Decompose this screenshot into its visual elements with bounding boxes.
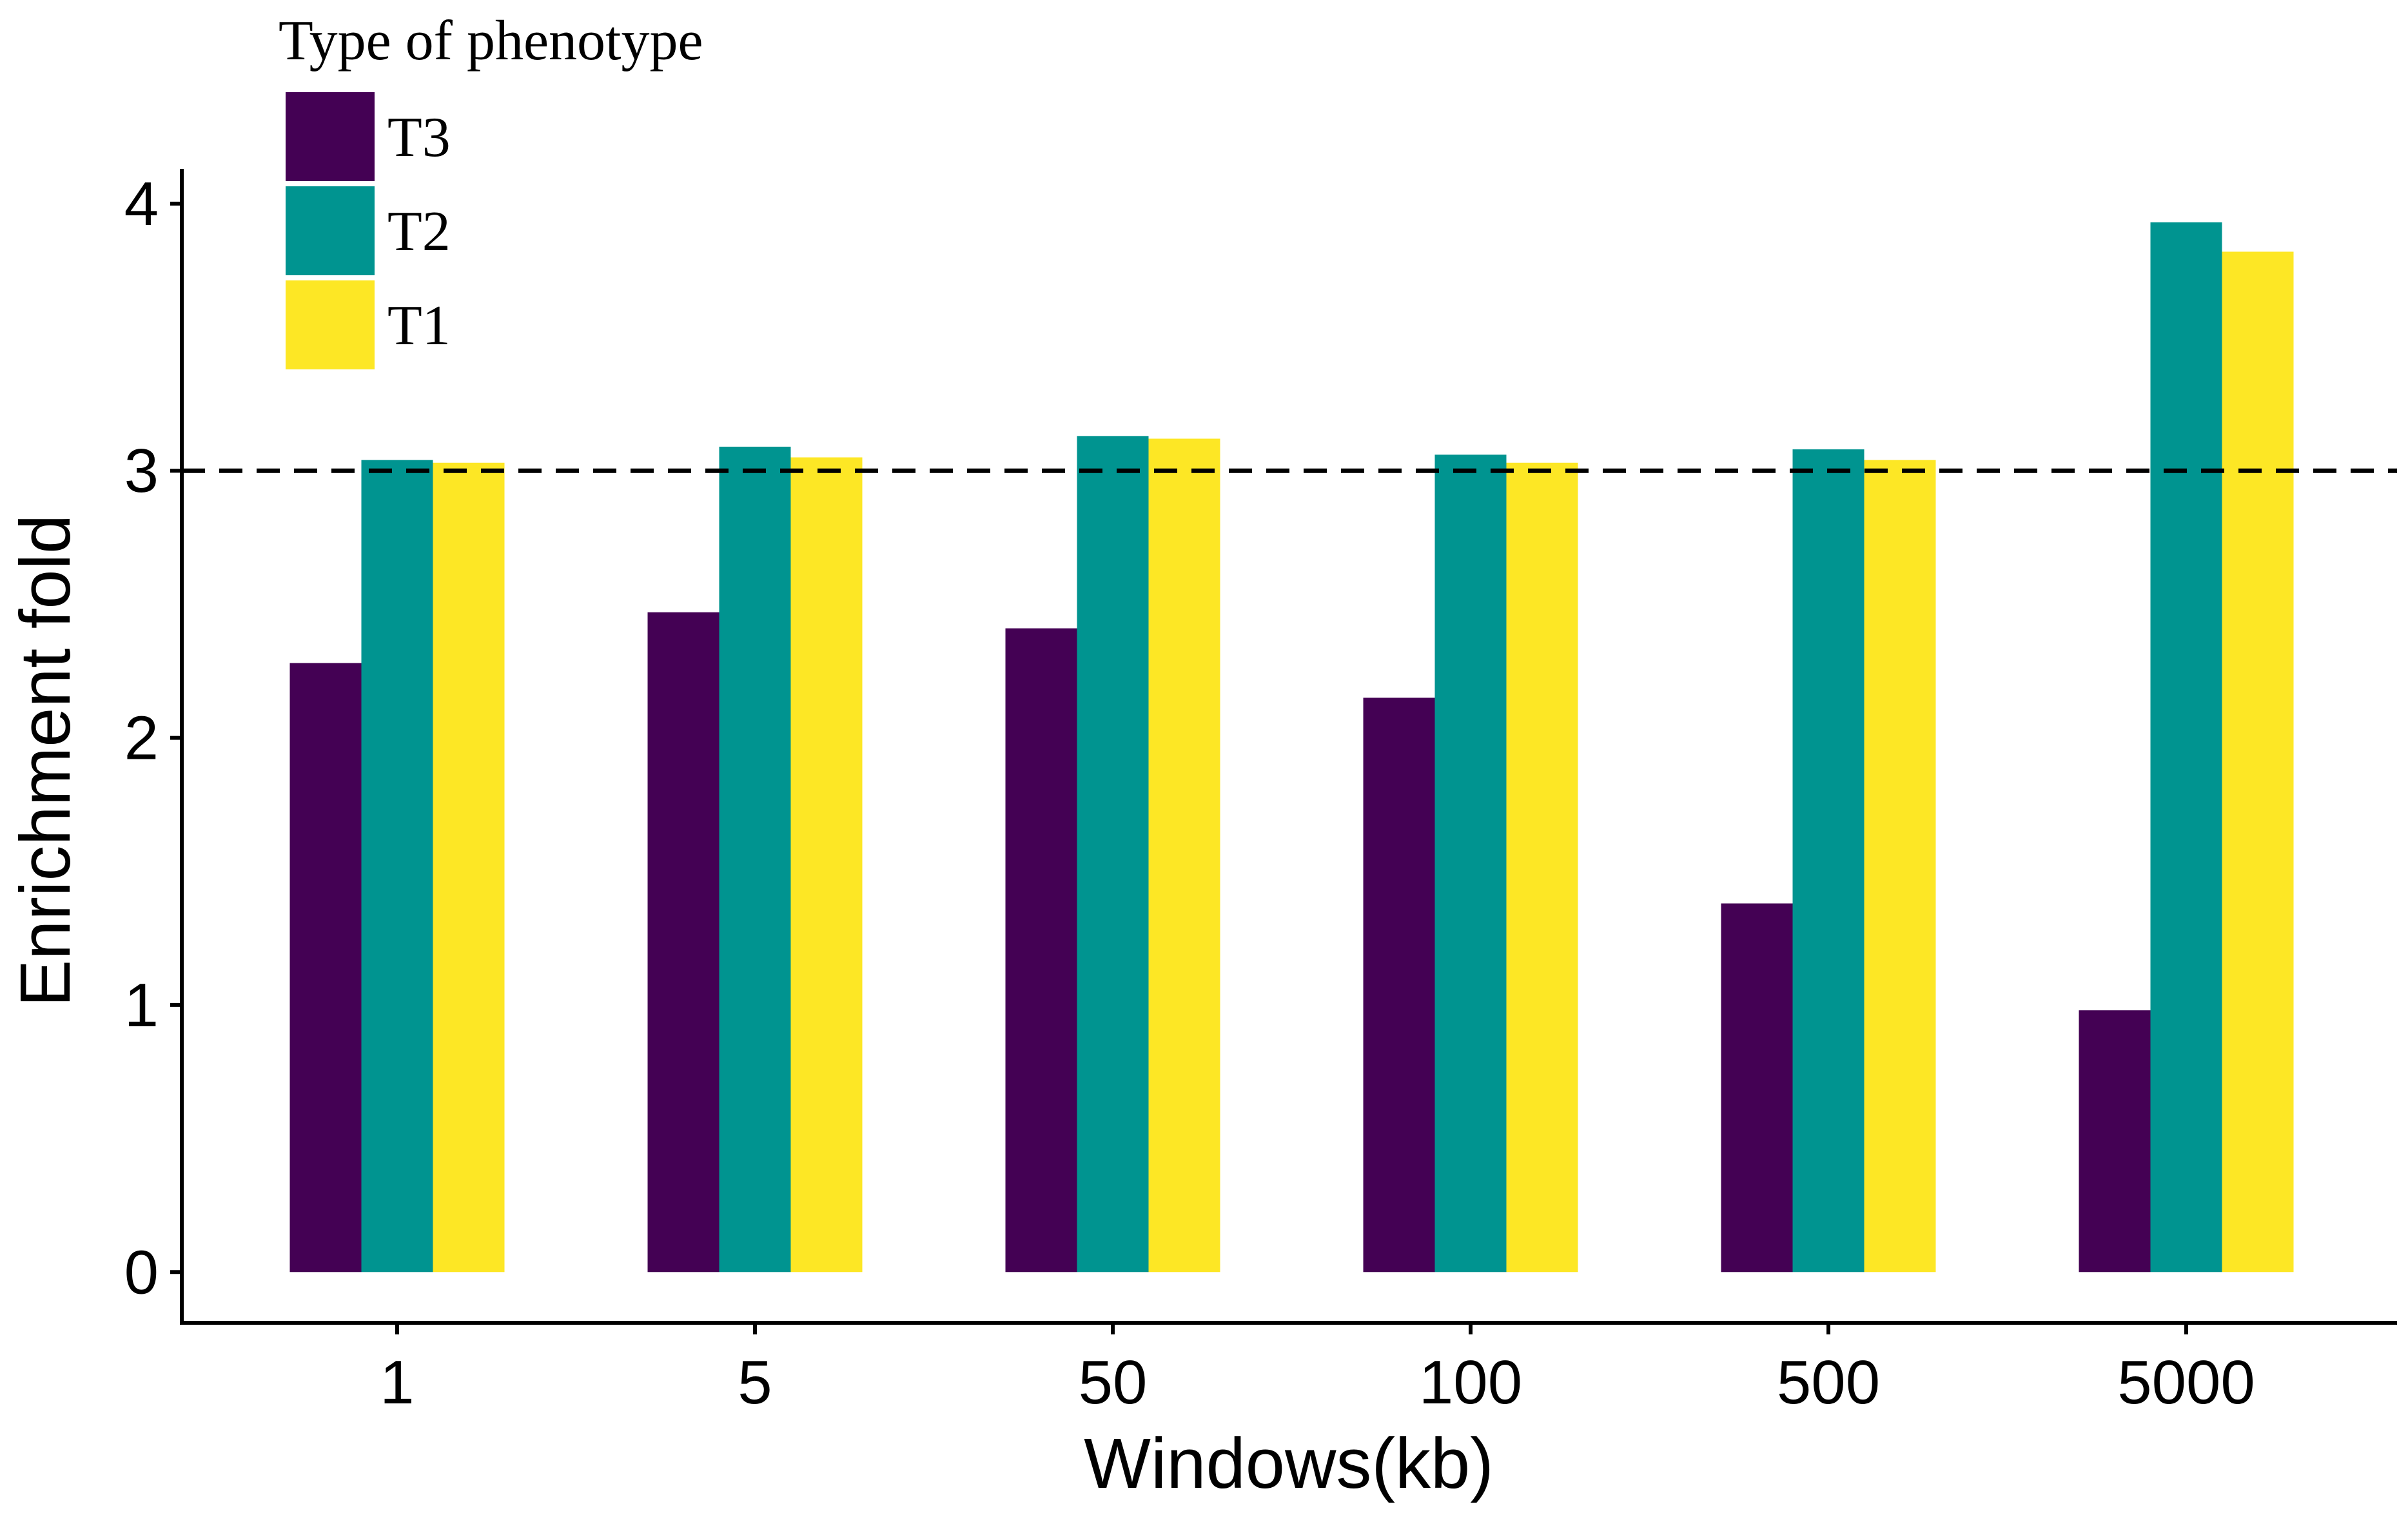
bar-T1-50 [1148,438,1220,1273]
legend-items: T3 T2 T1 [286,92,451,369]
axes-group [180,169,2397,1325]
legend-label-T1: T1 [387,295,451,357]
y-tick-label-4: 4 [124,170,159,239]
bar-T1-100 [1506,462,1578,1273]
x-axis-ticks: 1 5 50 100 500 5000 [380,1323,2255,1417]
bar-T1-5000 [2222,251,2294,1273]
x-tick-label-5000: 5000 [2117,1348,2255,1417]
bar-T3-100 [1363,698,1435,1273]
y-tick-label-3: 3 [124,436,159,505]
legend: Type of phenotype T3 T2 T1 [279,10,703,369]
x-tick-label-500: 500 [1777,1348,1880,1417]
x-tick-label-100: 100 [1419,1348,1522,1417]
legend-label-T3: T3 [387,106,451,169]
bar-T3-1 [289,663,362,1273]
y-axis-title: Enrichment fold [6,514,85,1007]
legend-key-T2 [286,186,375,275]
legend-title: Type of phenotype [279,10,703,72]
bar-T3-5 [647,612,719,1273]
bars-group [289,222,2294,1273]
y-axis-ticks: 0 1 2 3 4 [124,170,182,1307]
bar-T1-500 [1864,460,1936,1273]
bar-T2-500 [1792,449,1865,1273]
x-axis-title: Windows(kb) [1084,1424,1494,1503]
bar-T2-50 [1077,436,1149,1273]
legend-key-T1 [286,280,375,369]
legend-key-T3 [286,92,375,181]
bar-T2-100 [1434,454,1507,1273]
bar-T2-1 [361,460,433,1273]
bar-T3-5000 [2079,1010,2151,1273]
x-tick-label-1: 1 [380,1348,414,1417]
bar-T2-5 [719,446,791,1273]
bar-T1-1 [433,462,505,1273]
x-tick-label-5: 5 [738,1348,772,1417]
bar-T3-500 [1721,903,1793,1273]
y-tick-label-0: 0 [124,1238,159,1307]
bar-T1-5 [790,457,863,1273]
y-tick-label-1: 1 [124,971,159,1040]
y-tick-label-2: 2 [124,704,159,773]
x-tick-label-50: 50 [1079,1348,1148,1417]
bar-T2-5000 [2150,222,2222,1273]
bar-T3-50 [1005,628,1077,1273]
legend-label-T2: T2 [387,200,451,263]
